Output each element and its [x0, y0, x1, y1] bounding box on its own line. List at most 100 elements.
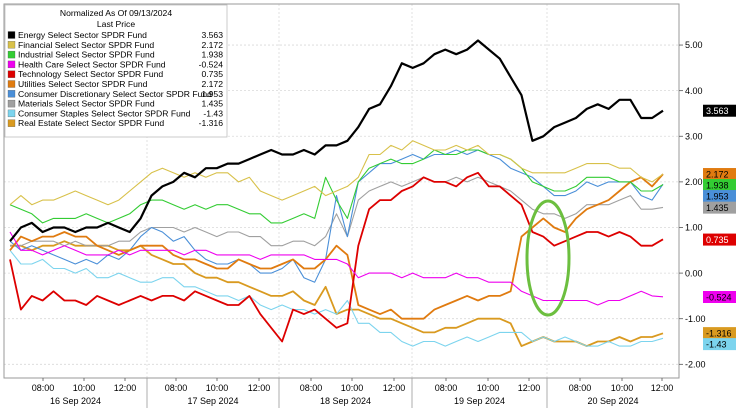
legend-entry-name: Consumer Staples Select Sector SPDR Fund	[18, 108, 191, 118]
legend-subtitle: Last Price	[97, 19, 135, 29]
legend-swatch	[7, 119, 16, 127]
legend-entry-value: 1.953	[201, 89, 223, 99]
end-label-box	[703, 290, 736, 303]
x-tick-label: 10:00	[477, 383, 500, 393]
x-day-label: 18 Sep 2024	[320, 396, 371, 406]
y-tick-label: 1.00	[685, 223, 703, 233]
y-tick-label: -2.00	[685, 360, 706, 370]
annotation-layer	[525, 199, 571, 317]
x-tick-label: 10:00	[73, 383, 96, 393]
end-label: 3.563	[703, 104, 736, 117]
legend-entry-value: -1.43	[203, 108, 223, 118]
x-day-label: 19 Sep 2024	[454, 396, 505, 406]
legend-entry-name: Materials Select Sector SPDR Fund	[18, 99, 155, 109]
end-label: -0.524	[703, 290, 736, 303]
series-line	[9, 231, 664, 306]
x-tick-label: 12:00	[248, 383, 271, 393]
y-tick-label: 0.00	[685, 268, 703, 278]
legend-title: Normalized As Of 09/13/2024	[60, 8, 172, 18]
end-label: 2.172	[703, 168, 736, 181]
x-day-label: 20 Sep 2024	[587, 396, 638, 406]
legend-entry-value: -1.316	[199, 118, 224, 128]
y-tick-label: 3.00	[685, 131, 703, 141]
end-label: 1.938	[703, 179, 736, 192]
x-tick-label: 12:00	[651, 383, 674, 393]
legend-entry-name: Utilities Select Sector SPDR Fund	[18, 79, 148, 89]
end-label-text: -1.316	[706, 329, 732, 339]
series-line	[9, 149, 664, 224]
series-line	[10, 176, 664, 247]
series-layer	[9, 39, 664, 348]
series-line	[9, 173, 664, 320]
legend-swatch	[7, 60, 16, 69]
series-line	[9, 171, 664, 343]
x-tick-label: 08:00	[435, 383, 458, 393]
x-tick-label: 10:00	[341, 383, 364, 393]
x-tick-label: 08:00	[165, 383, 188, 393]
legend-entry-value: 2.172	[201, 40, 223, 50]
legend-swatch	[7, 50, 16, 59]
end-label-text: 2.172	[706, 170, 729, 180]
end-label-box	[703, 327, 736, 340]
x-day-label: 16 Sep 2024	[50, 396, 101, 406]
legend-swatch	[7, 41, 16, 49]
series-line	[9, 149, 664, 283]
x-tick-label: 12:00	[383, 383, 406, 393]
legend-entry-name: Consumer Discretionary Select Sector SPD…	[18, 89, 212, 99]
end-label-box	[703, 233, 736, 246]
end-label-text: 3.563	[706, 106, 729, 116]
y-tick-label: 2.00	[685, 177, 703, 187]
end-label-text: 1.435	[706, 203, 729, 213]
end-label: -1.43	[703, 338, 736, 351]
legend-entry-value: 1.435	[201, 99, 223, 109]
end-label-text: -1.43	[706, 340, 727, 350]
end-label-box	[703, 338, 736, 351]
series-line	[9, 140, 664, 206]
x-tick-label: 12:00	[114, 383, 137, 393]
legend-swatch	[7, 31, 16, 39]
end-label-box	[703, 168, 736, 181]
legend-swatch	[7, 109, 16, 118]
legend-swatch	[7, 90, 16, 98]
legend-entry-value: -0.524	[199, 59, 224, 69]
end-label-text: 1.953	[706, 192, 729, 202]
x-day-label: 17 Sep 2024	[187, 396, 238, 406]
legend-entry-name: Technology Select Sector SPDR Fund	[18, 69, 163, 79]
x-tick-label: 10:00	[206, 383, 229, 393]
end-label-text: 0.735	[706, 235, 729, 245]
legend-entry-name: Health Care Select Sector SPDR Fund	[18, 59, 166, 69]
x-tick-label: 12:00	[518, 383, 541, 393]
end-label-box	[703, 190, 736, 203]
legend-entry-value: 2.172	[201, 79, 223, 89]
series-line	[9, 249, 664, 347]
end-label: 1.953	[703, 190, 736, 203]
end-label-box	[703, 201, 736, 214]
x-tick-label: 10:00	[611, 383, 634, 393]
end-label-box	[703, 179, 736, 192]
x-axis: 08:00 10:00 12:00 08:00 10:00 12:00 08:00 10:00…	[4, 377, 679, 408]
y-tick-label: 5.00	[685, 40, 703, 50]
x-tick-label: 08:00	[569, 383, 592, 393]
y-axis: -2.00 -1.00 0.00 1.00 2.00 3.00 4.00 5.00	[679, 40, 706, 370]
legend-entry-value: 3.563	[201, 30, 223, 40]
legend-box	[4, 4, 228, 138]
x-tick-label: 08:00	[300, 383, 323, 393]
end-label: -1.316	[703, 327, 736, 340]
y-tick-label: 4.00	[685, 86, 703, 96]
legend-entry-value: 0.735	[201, 69, 223, 79]
end-label: 1.435	[703, 201, 736, 214]
y-tick-label: -1.00	[685, 314, 706, 324]
end-label: 0.735	[703, 233, 736, 246]
series-line	[9, 39, 664, 242]
end-label-text: -0.524	[706, 292, 732, 302]
legend-entry-name: Financial Select Sector SPDR Fund	[18, 40, 154, 50]
legend-entry-value: 1.938	[201, 50, 223, 60]
end-label-text: 1.938	[706, 181, 729, 191]
highlight-ellipse	[525, 199, 571, 317]
legend-entry-name: Energy Select Sector SPDR Fund	[18, 30, 147, 40]
legend-swatch	[7, 99, 16, 108]
